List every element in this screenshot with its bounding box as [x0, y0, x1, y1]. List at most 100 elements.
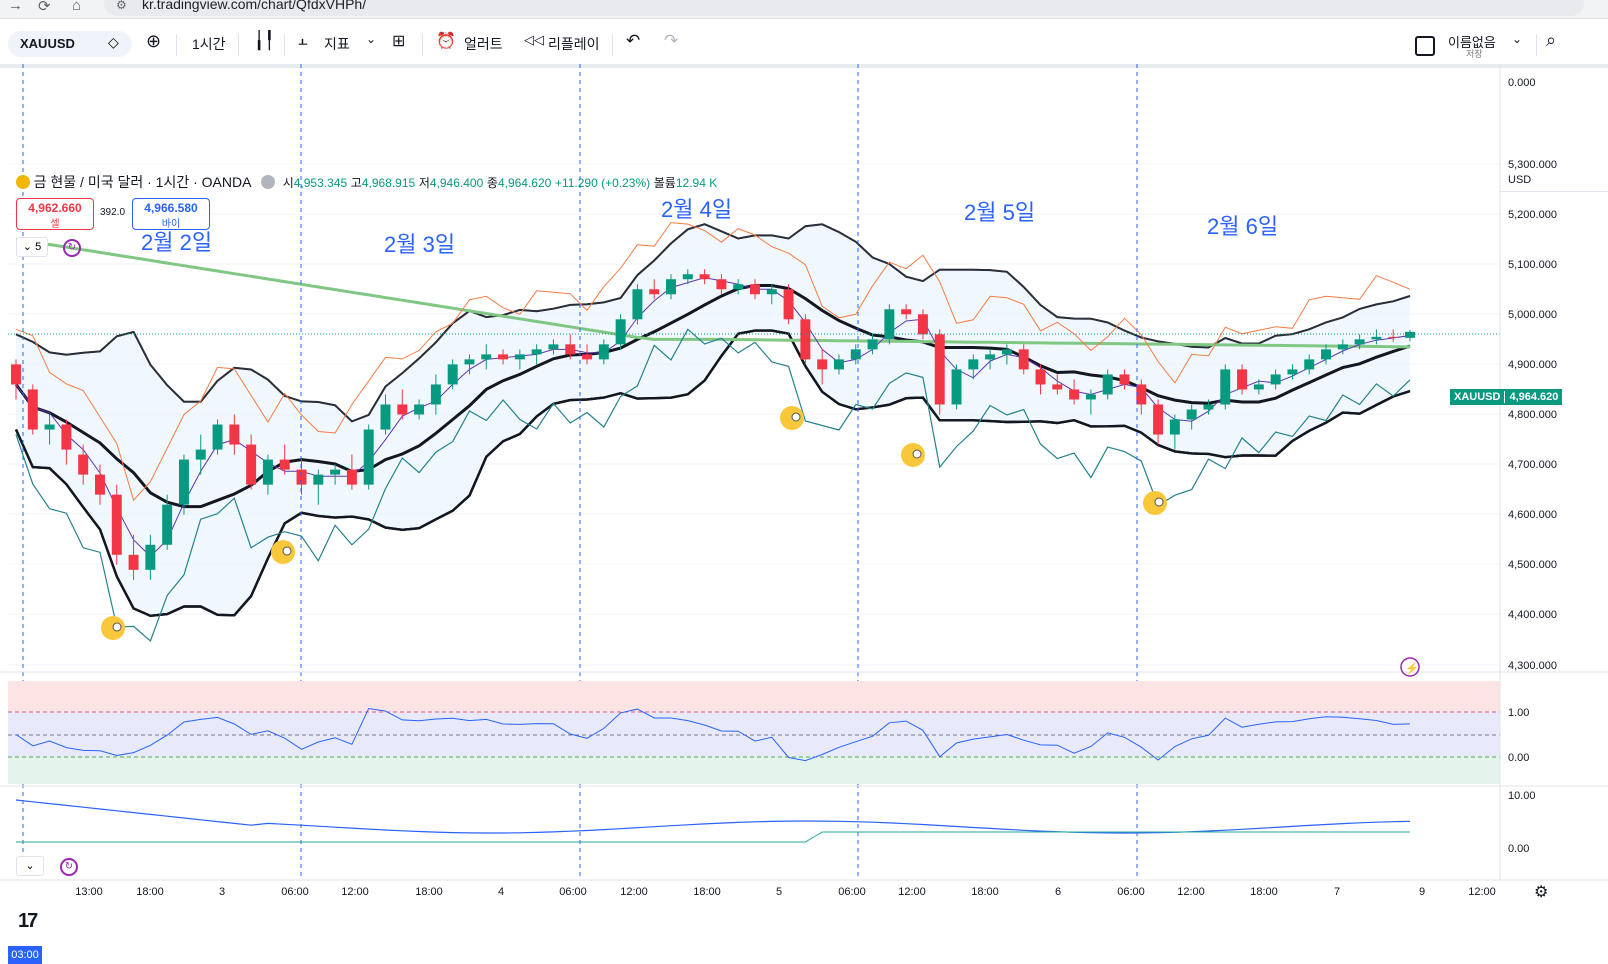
minus-circle-icon[interactable]: [261, 175, 276, 189]
address-bar[interactable]: [104, 0, 1584, 16]
symbol-legend: 금 현물 / 미국 달러 · 1시간 · OANDA 시4,953.345 고4…: [16, 172, 717, 192]
candles: [11, 269, 1415, 580]
candle-body: [682, 274, 693, 280]
alert-button[interactable]: 얼러트: [464, 36, 503, 52]
candle-body: [817, 359, 828, 370]
candle-body: [1203, 404, 1214, 410]
undo-icon[interactable]: ↶: [626, 31, 641, 50]
last-price-tag: XAUUSD 4,964.620: [1450, 389, 1563, 405]
candle-body: [833, 359, 844, 370]
candle-body: [162, 504, 173, 545]
layout-checkbox-icon[interactable]: [1415, 36, 1435, 56]
reload-icon[interactable]: ⟳: [38, 0, 51, 15]
candle-body: [867, 339, 878, 350]
price-axis-label: 5,300.000: [1508, 159, 1557, 171]
indicators-icon[interactable]: ⫠: [298, 32, 308, 49]
toolbar-divider: [284, 34, 285, 56]
monocle-lens: [112, 622, 122, 632]
price-axis-label: 4,300.000: [1508, 660, 1557, 672]
candle-body: [447, 364, 458, 385]
candle-body: [901, 309, 912, 315]
time-axis-label: 18:00: [136, 886, 164, 898]
buy-button[interactable]: 4,966.580 바이: [132, 198, 210, 230]
currency-selector[interactable]: USD: [1500, 168, 1608, 192]
price-axis-label: 4,500.000: [1508, 559, 1557, 571]
chart-area[interactable]: 2월 2일 2월 3일 2월 4일 2월 5일 2월 6일 0.000 5,300.000…: [0, 64, 1608, 964]
candle-body: [78, 454, 89, 475]
last-price-value: 4,964.620: [1504, 391, 1563, 403]
candle-body: [1102, 374, 1113, 395]
lower-indicator-line: [15, 799, 1411, 834]
sell-label: 셀: [50, 219, 60, 230]
candle-body: [430, 384, 441, 405]
toolbar-divider: [422, 34, 423, 56]
sell-button[interactable]: 4,962.660 셀: [16, 198, 94, 230]
replay-icon[interactable]: ◁◁: [524, 32, 544, 47]
candle-body: [531, 349, 542, 355]
candle-body: [699, 274, 710, 280]
candle-body: [951, 369, 962, 405]
layout-name[interactable]: 이름없음: [1448, 35, 1496, 50]
toolbar-divider: [238, 34, 239, 56]
url-text[interactable]: kr.tradingview.com/chart/QfdxVHPh/: [142, 0, 367, 12]
candle-body: [1371, 336, 1382, 340]
legend-volume: 12.94 K: [675, 176, 718, 190]
price-axis: 0.000 5,300.000 5,200.000 5,100.000 5,000.00…: [1508, 77, 1557, 672]
magnifier-icon[interactable]: ⌕: [1546, 30, 1557, 50]
candle-body: [464, 359, 475, 365]
chevron-down-icon[interactable]: ⌄: [366, 32, 377, 46]
moving-average-green: [15, 237, 1411, 349]
time-cursor-label: 03:00: [8, 946, 42, 964]
candle-body: [1287, 369, 1298, 375]
candles-icon[interactable]: ╽╿: [254, 31, 275, 50]
refresh-icon[interactable]: ↻: [63, 239, 81, 257]
candle-body: [1153, 404, 1164, 435]
toolbar-divider: [176, 34, 177, 56]
save-label[interactable]: 저장: [1466, 49, 1483, 59]
interval-button[interactable]: 1시간: [192, 36, 226, 52]
site-settings-icon[interactable]: ⚙: [116, 0, 127, 12]
candle-body: [498, 354, 509, 360]
candle-body: [968, 359, 979, 370]
alarm-clock-icon[interactable]: ⏰: [436, 33, 456, 50]
day-annotation: 2월 6일: [1207, 214, 1278, 239]
home-icon[interactable]: ⌂: [72, 0, 82, 14]
candle-body: [1270, 374, 1281, 385]
templates-grid-icon[interactable]: ⊞: [392, 33, 406, 50]
bollinger-fill: [16, 224, 1410, 616]
toolbar-divider: [612, 34, 613, 56]
sell-price: 4,962.660: [28, 201, 82, 215]
time-axis-label: 7: [1334, 886, 1340, 898]
monocle-lens: [1154, 497, 1164, 507]
signal-markers: [101, 406, 1167, 640]
candle-body: [145, 544, 156, 570]
tradingview-logo[interactable]: 17: [18, 910, 38, 932]
time-axis-label: 06:00: [838, 886, 866, 898]
candle-body: [330, 469, 341, 475]
replay-button[interactable]: 리플레이: [548, 36, 600, 52]
chart-canvas[interactable]: 2월 2일 2월 3일 2월 4일 2월 5일 2월 6일 0.000 5,300.000…: [0, 64, 1608, 924]
time-axis-label: 4: [498, 886, 504, 898]
pane-collapse-button[interactable]: ⌄: [16, 856, 44, 876]
refresh-icon[interactable]: ↻: [60, 858, 78, 876]
symbol-label: XAUUSD: [20, 36, 75, 51]
candle-body: [94, 474, 105, 495]
indicators-button[interactable]: 지표: [324, 36, 350, 52]
time-axis-label: 12:00: [341, 886, 369, 898]
candle-body: [582, 354, 593, 360]
arrow-right-icon[interactable]: →: [8, 0, 23, 14]
legend-low-label: 저: [418, 176, 430, 190]
candle-body: [985, 354, 996, 360]
candle-body: [649, 289, 660, 295]
candle-body: [850, 349, 861, 360]
candle-body: [27, 389, 38, 430]
legend-title[interactable]: 금 현물 / 미국 달러 · 1시간 · OANDA: [33, 174, 252, 190]
day-annotations: 2월 2일 2월 3일 2월 4일 2월 5일 2월 6일: [141, 197, 1278, 257]
redo-icon[interactable]: ↷: [664, 31, 679, 50]
chevron-down-icon[interactable]: ⌄: [1512, 32, 1523, 46]
candle-body: [128, 554, 139, 570]
time-axis-label: 12:00: [1468, 886, 1496, 898]
symbol-search-button[interactable]: XAUUSD ◇: [8, 31, 132, 57]
indicators-collapse-button[interactable]: ⌄ 5: [16, 237, 48, 257]
compare-add-icon[interactable]: ⊕: [146, 31, 162, 51]
